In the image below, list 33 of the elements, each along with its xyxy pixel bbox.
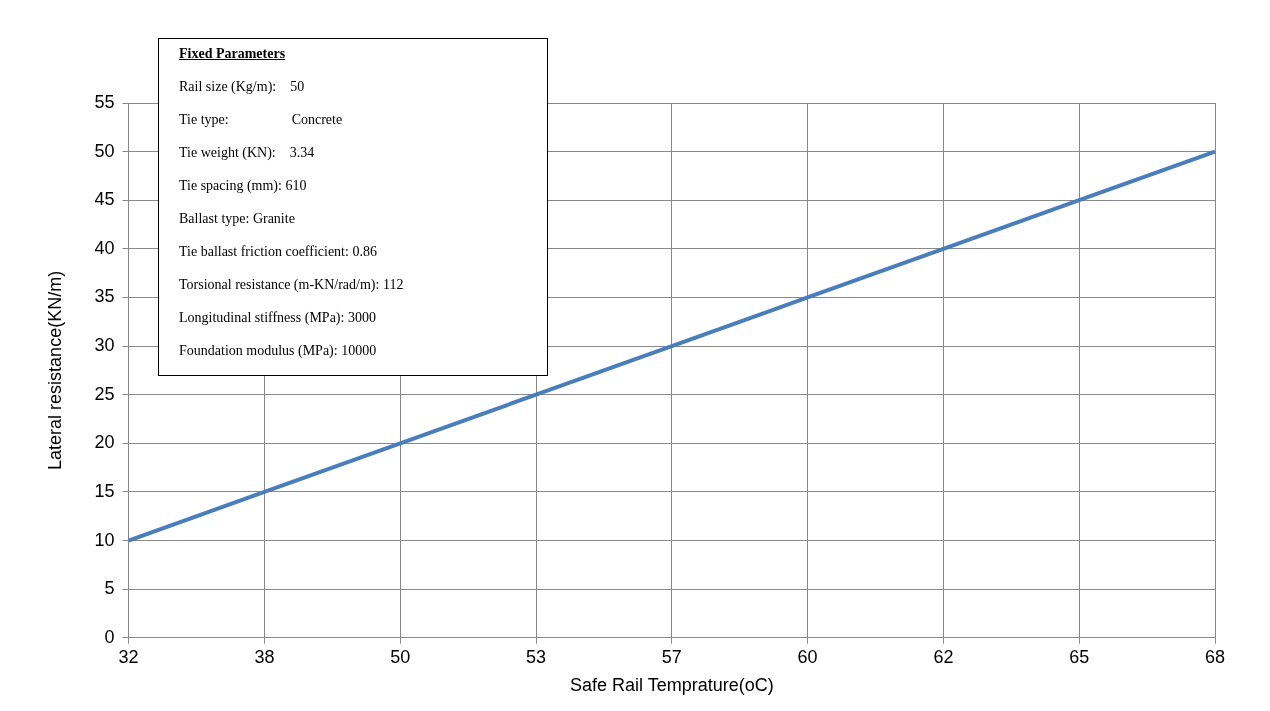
y-tick-label: 50 [94,140,115,161]
text: Rail size (Kg/m): 50 [179,79,305,94]
y-tick-label: 5 [104,578,115,599]
y-axis-title: Lateral resistance(KN/m) [44,270,65,470]
annotation: Torsional resistance (m-KN/rad/m): 112 [179,276,405,294]
x-tick-label: 57 [661,646,682,667]
x-axis-title: Safe Rail Temprature(oC) [569,675,774,696]
y-tick-label: 20 [94,432,115,453]
y-tick-label: 30 [94,335,115,356]
x-tick-label: 60 [797,646,818,667]
annotation: Tie type: Concrete [179,111,344,129]
x-tick-label: 65 [1069,646,1090,667]
y-tick-label: 0 [104,626,115,647]
x-tick-label: 50 [390,646,411,667]
annotation: Longitudinal stiffness (MPa): 3000 [179,309,377,327]
y-tick-label: 45 [94,189,115,210]
x-tick-label: 53 [526,646,547,667]
annotation: Tie spacing (mm): 610 [179,177,308,195]
x-tick-label: 68 [1204,646,1226,667]
annotation: Foundation modulus (MPa): 10000 [179,342,378,360]
text: Fixed Parameters [179,46,286,61]
y-tick-label: 40 [94,237,115,258]
x-tick-label: 32 [118,646,139,667]
y-tick-label: 10 [94,529,115,550]
x-tick-label: 38 [254,646,275,667]
y-tick-label: 15 [94,480,115,501]
annotation: Tie ballast friction coefficient: 0.86 [179,243,378,261]
y-tick-label: 55 [94,91,115,112]
annotation: Tie weight (KN): 3.34 [179,144,316,162]
y-tick-label: 25 [94,383,115,404]
x-tick-label: 62 [933,646,954,667]
annotation: Ballast type: Granite [179,210,296,228]
y-tick-label: 35 [94,286,115,307]
